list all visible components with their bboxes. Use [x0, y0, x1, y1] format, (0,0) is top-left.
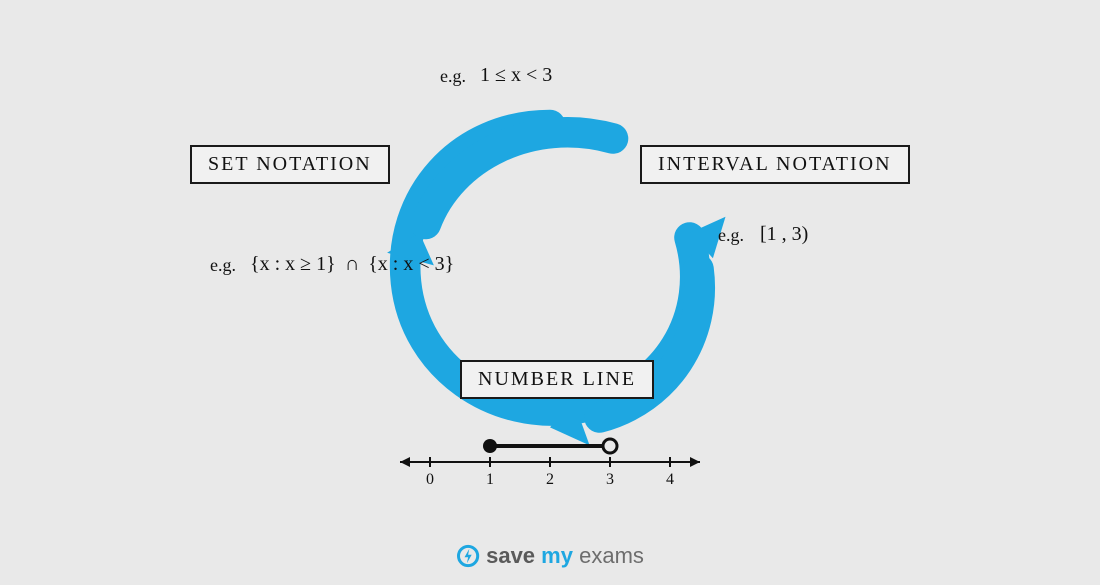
eg-set: e.g.: [210, 255, 236, 276]
brand-save: save: [486, 543, 535, 568]
diagram-canvas: SET NOTATION INTERVAL NOTATION NUMBER LI…: [0, 0, 1100, 585]
tick-1: 1: [486, 471, 494, 488]
interval-notation-label-box: INTERVAL NOTATION: [640, 145, 910, 184]
number-line-label: NUMBER LINE: [478, 368, 636, 390]
set-expression: {x : x ≥ 1} ∩ {x : x < 3}: [250, 253, 454, 276]
brand-footer: save my exams: [456, 543, 644, 569]
tick-0: 0: [426, 471, 434, 488]
set-notation-label-box: SET NOTATION: [190, 145, 390, 184]
tick-4: 4: [666, 471, 674, 488]
tick-2: 2: [546, 471, 554, 488]
number-line-graphic: 0 1 2 3 4: [380, 422, 720, 492]
interval-expression: [1 , 3): [760, 223, 808, 246]
inequality-expression: 1 ≤ x < 3: [480, 64, 552, 87]
set-notation-label: SET NOTATION: [208, 153, 372, 175]
eg-inequality: e.g.: [440, 66, 466, 87]
brand-bolt-icon: [456, 544, 480, 568]
brand-my: my: [541, 543, 573, 568]
number-line-label-box: NUMBER LINE: [460, 360, 654, 399]
tick-3: 3: [606, 471, 614, 488]
brand-exams: exams: [579, 543, 644, 568]
eg-interval: e.g.: [718, 225, 744, 246]
interval-notation-label: INTERVAL NOTATION: [658, 153, 892, 175]
